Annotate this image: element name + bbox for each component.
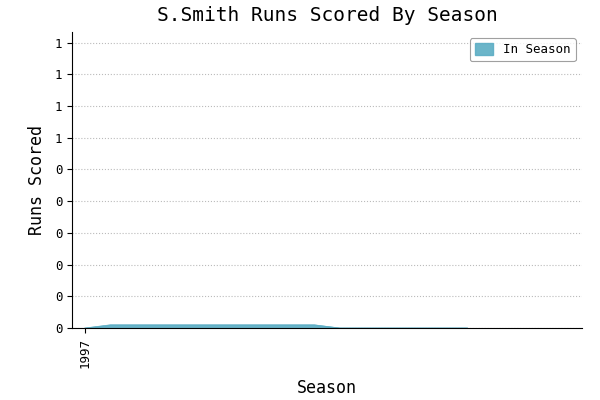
Legend: In Season: In Season (470, 38, 576, 61)
Title: S.Smith Runs Scored By Season: S.Smith Runs Scored By Season (157, 6, 497, 25)
Y-axis label: Runs Scored: Runs Scored (28, 125, 46, 235)
X-axis label: Season: Season (297, 379, 357, 397)
